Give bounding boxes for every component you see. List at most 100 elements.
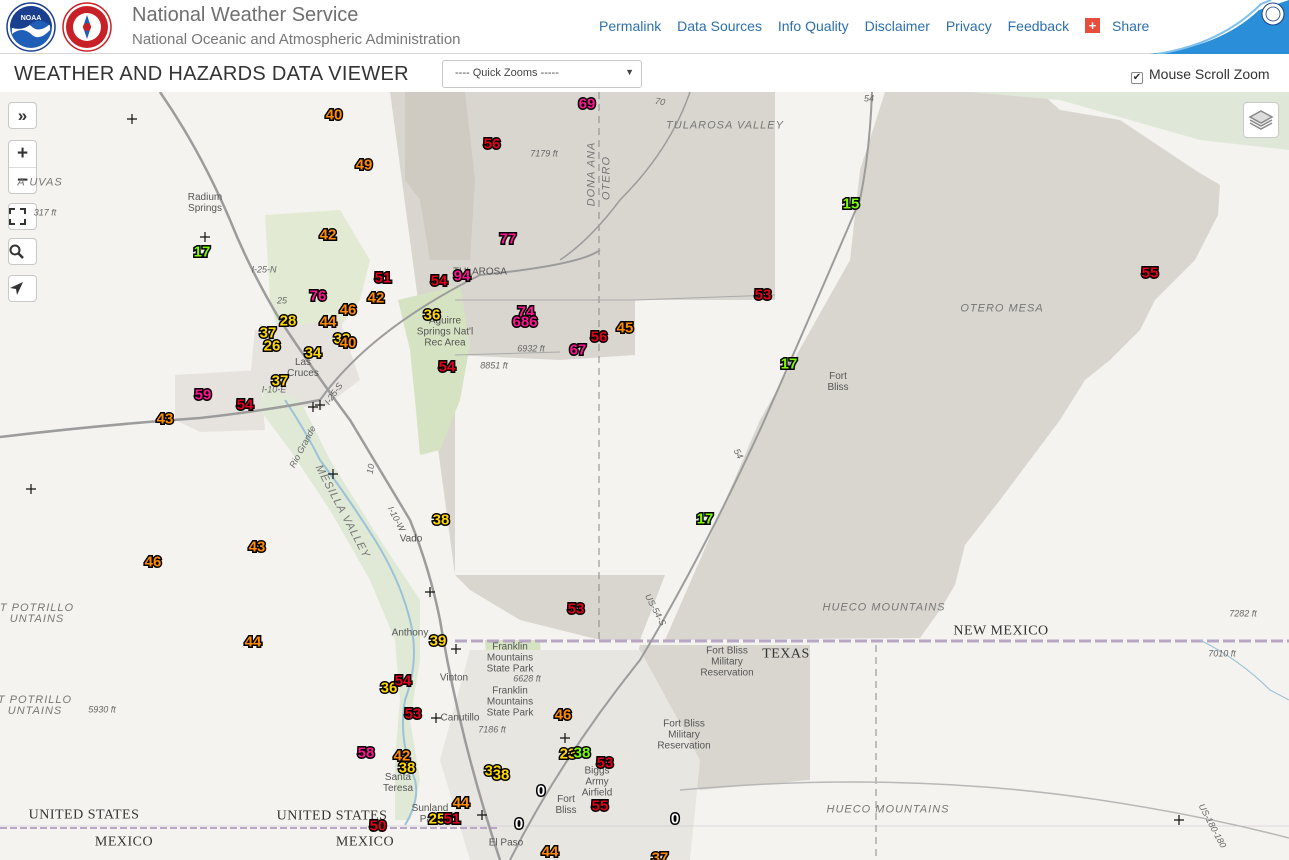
wind-gust-observation[interactable]: 42 (392, 746, 412, 766)
wind-gust-observation[interactable]: 54 (429, 271, 449, 291)
wind-gust-observation[interactable]: 40 (324, 105, 344, 125)
wind-gust-observation[interactable]: 51 (373, 268, 393, 288)
wind-gust-observation[interactable]: 94 (452, 266, 472, 286)
wind-gust-observation[interactable]: 15 (841, 194, 861, 214)
wind-gust-observation[interactable]: 39 (428, 631, 448, 651)
wind-gust-observation[interactable]: 53 (403, 704, 423, 724)
feedback-link[interactable]: Feedback (1007, 18, 1070, 34)
zoom-in-button[interactable]: + (16, 143, 29, 164)
wind-gust-observation[interactable]: 17 (695, 509, 715, 529)
wind-gust-observation[interactable]: 55 (1140, 263, 1160, 283)
wind-gust-observation[interactable]: 17 (192, 242, 212, 262)
locate-button[interactable] (8, 275, 37, 302)
wind-gust-observation[interactable]: 26 (262, 336, 282, 356)
wind-gust-observation[interactable]: 42 (366, 288, 386, 308)
wind-gust-observation[interactable]: 53 (566, 599, 586, 619)
wind-gust-observation[interactable]: 44 (243, 632, 263, 652)
wind-gust-observation[interactable]: 23 (558, 744, 578, 764)
place-label: Sunland Park (411, 803, 449, 825)
wind-gust-observation[interactable]: 28 (278, 311, 298, 331)
wind-gust-observation[interactable]: 53 (753, 285, 773, 305)
wind-gust-observation[interactable]: 38 (397, 758, 417, 778)
wind-gust-observation[interactable]: 59 (193, 385, 213, 405)
wind-gust-observation[interactable]: 0 (513, 814, 524, 834)
wind-gust-observation[interactable]: 37 (650, 848, 670, 860)
wind-gust-observation[interactable]: 46 (143, 552, 163, 572)
nws-logo[interactable] (62, 2, 112, 52)
wind-gust-observation[interactable]: 45 (615, 318, 635, 338)
place-label: MEXICO (335, 834, 395, 850)
share-button[interactable]: + Share (1084, 18, 1161, 34)
wind-gust-observation[interactable]: 56 (482, 134, 502, 154)
place-label: I-10-E (261, 384, 287, 395)
place-label: HUECO MOUNTAINS (826, 803, 950, 816)
wind-gust-observation[interactable]: 46 (338, 300, 358, 320)
wind-gust-observation[interactable]: 33 (332, 329, 352, 349)
wind-gust-observation[interactable]: 37 (258, 323, 278, 343)
wind-gust-observation[interactable]: 37 (270, 371, 290, 391)
wind-gust-observation[interactable]: 55 (590, 796, 610, 816)
agency-title[interactable]: National Weather Service (132, 4, 359, 26)
wind-gust-observation[interactable]: 40 (338, 333, 358, 353)
place-label: TEXAS (762, 646, 810, 662)
wind-gust-observation[interactable]: 74 (516, 302, 536, 322)
mouse-scroll-zoom-toggle[interactable]: ✔ Mouse Scroll Zoom (1131, 66, 1270, 84)
wind-gust-observation[interactable]: 51 (442, 809, 462, 829)
data-sources-link[interactable]: Data Sources (677, 18, 762, 34)
place-label: Aguirre Springs Nat'l Rec Area (416, 315, 474, 349)
wind-gust-observation[interactable]: 77 (498, 229, 518, 249)
wind-gust-observation[interactable]: 33 (483, 761, 503, 781)
wind-gust-observation[interactable]: 0 (535, 781, 546, 801)
place-label: 8851 ft (480, 360, 508, 371)
permalink-link[interactable]: Permalink (599, 18, 662, 34)
wind-gust-observation[interactable]: 54 (393, 671, 413, 691)
wind-gust-observation[interactable]: 50 (368, 816, 388, 836)
info-quality-link[interactable]: Info Quality (777, 18, 849, 34)
wind-gust-observation[interactable]: 38 (572, 743, 592, 763)
wind-gust-observation[interactable]: 44 (451, 793, 471, 813)
wind-gust-observation[interactable]: 49 (354, 155, 374, 175)
wind-gust-observation[interactable]: 67 (568, 340, 588, 360)
wind-gust-observation[interactable]: 54 (437, 357, 457, 377)
wind-gust-observation[interactable]: 36 (379, 678, 399, 698)
disclaimer-link[interactable]: Disclaimer (864, 18, 930, 34)
wind-gust-observation[interactable]: 56 (589, 327, 609, 347)
wind-gust-observation[interactable]: 58 (356, 743, 376, 763)
wind-gust-observation[interactable]: 38 (431, 510, 451, 530)
wind-gust-observation[interactable]: 44 (318, 312, 338, 332)
zoom-out-button[interactable]: − (9, 167, 36, 193)
place-label: 25 (276, 295, 288, 306)
wind-gust-observation[interactable]: 54 (235, 395, 255, 415)
wind-gust-observation[interactable]: 0 (669, 809, 680, 829)
noaa-logo[interactable]: NOAA (6, 2, 56, 52)
agency-subtitle[interactable]: National Oceanic and Atmospheric Adminis… (132, 31, 461, 48)
expand-panel-button[interactable]: » (8, 102, 37, 129)
search-button[interactable] (8, 238, 37, 265)
wind-gust-observation[interactable]: 42 (318, 225, 338, 245)
wind-gust-observation[interactable]: 43 (155, 409, 175, 429)
wind-gust-observation[interactable]: 34 (303, 343, 323, 363)
wind-gust-observation[interactable]: 686 (511, 312, 539, 332)
wind-gust-observation[interactable]: 76 (308, 286, 328, 306)
quick-zooms-select[interactable]: ---- Quick Zooms ----- ▼ (442, 60, 642, 88)
fullscreen-button[interactable] (8, 203, 37, 230)
place-label: Las Cruces (287, 357, 319, 379)
place-label: Fort Bliss (827, 371, 849, 393)
map-canvas[interactable]: » + − TULAROSA VALLEY 7179 ft DONA ANA OTER… (0, 92, 1289, 860)
wind-gust-observation[interactable]: 69 (577, 94, 597, 114)
wind-gust-observation[interactable]: 44 (540, 842, 560, 860)
layers-button[interactable] (1243, 102, 1279, 138)
wind-gust-observation[interactable]: 46 (553, 705, 573, 725)
wind-gust-observation[interactable]: 43 (247, 537, 267, 557)
wind-gust-observation[interactable]: 38 (491, 765, 511, 785)
scroll-zoom-checkbox[interactable]: ✔ (1131, 72, 1143, 84)
place-label: Radium Springs (187, 192, 223, 214)
privacy-link[interactable]: Privacy (945, 18, 992, 34)
wind-gust-observation[interactable]: 25 (427, 809, 447, 829)
place-label: Fort Bliss Military Reservation (657, 718, 711, 752)
wind-gust-observation[interactable]: 36 (422, 305, 442, 325)
wind-gust-observation[interactable]: 17 (779, 354, 799, 374)
wind-gust-observation[interactable]: 53 (595, 753, 615, 773)
place-label: I-25-N (251, 264, 277, 275)
site-header: NOAA National Weather Service National O… (0, 0, 1289, 54)
